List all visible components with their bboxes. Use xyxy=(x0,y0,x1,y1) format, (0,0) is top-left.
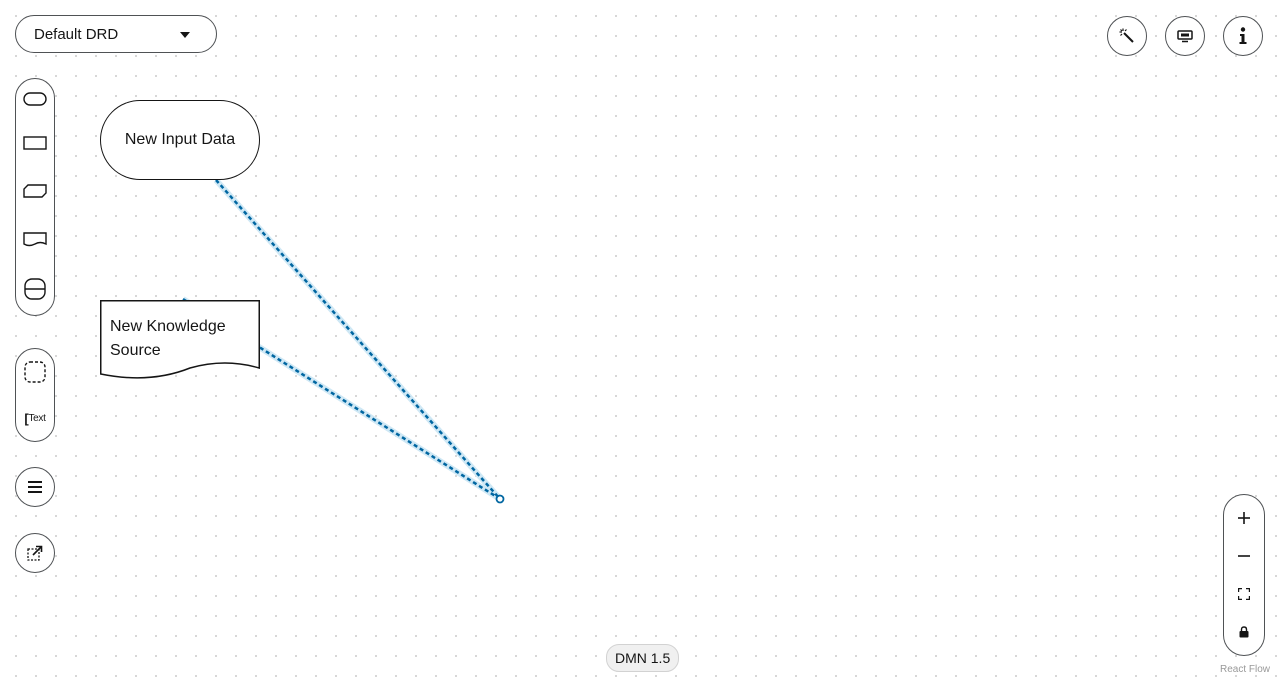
knowledge-source-shape-icon xyxy=(23,232,47,247)
palette-knowledge-source[interactable] xyxy=(15,215,55,263)
react-flow-attribution[interactable]: React Flow xyxy=(1220,664,1270,675)
zoom-in-button[interactable] xyxy=(1224,500,1264,536)
palette-group[interactable] xyxy=(15,349,55,395)
palette-decision[interactable] xyxy=(15,119,55,167)
decision-shape-icon xyxy=(23,136,47,150)
info-icon xyxy=(1239,27,1247,44)
text-annotation-icon: [Text xyxy=(24,410,46,426)
authority-requirement-edge[interactable] xyxy=(215,179,501,500)
dmn-version-badge: DMN 1.5 xyxy=(606,644,680,672)
input-data-shape-icon xyxy=(23,92,47,106)
overlays-icon xyxy=(1177,30,1193,43)
menu-icon xyxy=(28,481,42,493)
group-shape-icon xyxy=(24,361,46,383)
drd-selector-value: Default DRD xyxy=(34,25,119,43)
minus-icon xyxy=(1238,555,1250,557)
drd-selector[interactable]: Default DRD xyxy=(15,15,217,53)
caret-down-icon xyxy=(180,32,190,38)
knowledge-source-shape xyxy=(100,300,260,379)
zoom-out-button[interactable] xyxy=(1224,538,1264,574)
autolayout-button[interactable] xyxy=(1107,16,1147,56)
knowledge-source-label: New Knowledge Source xyxy=(110,318,226,359)
lock-icon xyxy=(1239,626,1249,638)
attribution-label: React Flow xyxy=(1219,664,1270,675)
drg-nodes-button[interactable] xyxy=(15,467,55,507)
input-data-node[interactable]: New Input Data xyxy=(100,100,260,180)
fit-view-icon xyxy=(1238,588,1250,600)
node-palette xyxy=(15,78,55,316)
fit-view-button[interactable] xyxy=(1224,576,1264,612)
palette-input-data[interactable] xyxy=(15,79,55,119)
plus-icon xyxy=(1238,512,1250,524)
overlays-button[interactable] xyxy=(1165,16,1205,56)
lock-button[interactable] xyxy=(1224,614,1264,650)
input-data-label: New Input Data xyxy=(124,131,236,148)
knowledge-source-node[interactable]: New Knowledge Source xyxy=(100,300,260,380)
external-link-icon xyxy=(27,545,43,561)
external-nodes-button[interactable] xyxy=(15,533,55,573)
annotation-palette: [Text xyxy=(15,348,55,442)
text-annotation-label: Text xyxy=(28,412,46,424)
dmn-version-label: DMN 1.5 xyxy=(615,650,671,666)
properties-button[interactable] xyxy=(1223,16,1263,56)
palette-decision-service[interactable] xyxy=(15,263,55,315)
edge-end-handle[interactable] xyxy=(495,494,505,504)
bkm-shape-icon xyxy=(23,184,47,198)
magic-wand-icon xyxy=(1119,28,1134,43)
palette-text-annotation[interactable]: [Text xyxy=(15,395,55,441)
zoom-controls xyxy=(1223,494,1265,656)
palette-bkm[interactable] xyxy=(15,167,55,215)
decision-service-shape-icon xyxy=(24,278,46,300)
